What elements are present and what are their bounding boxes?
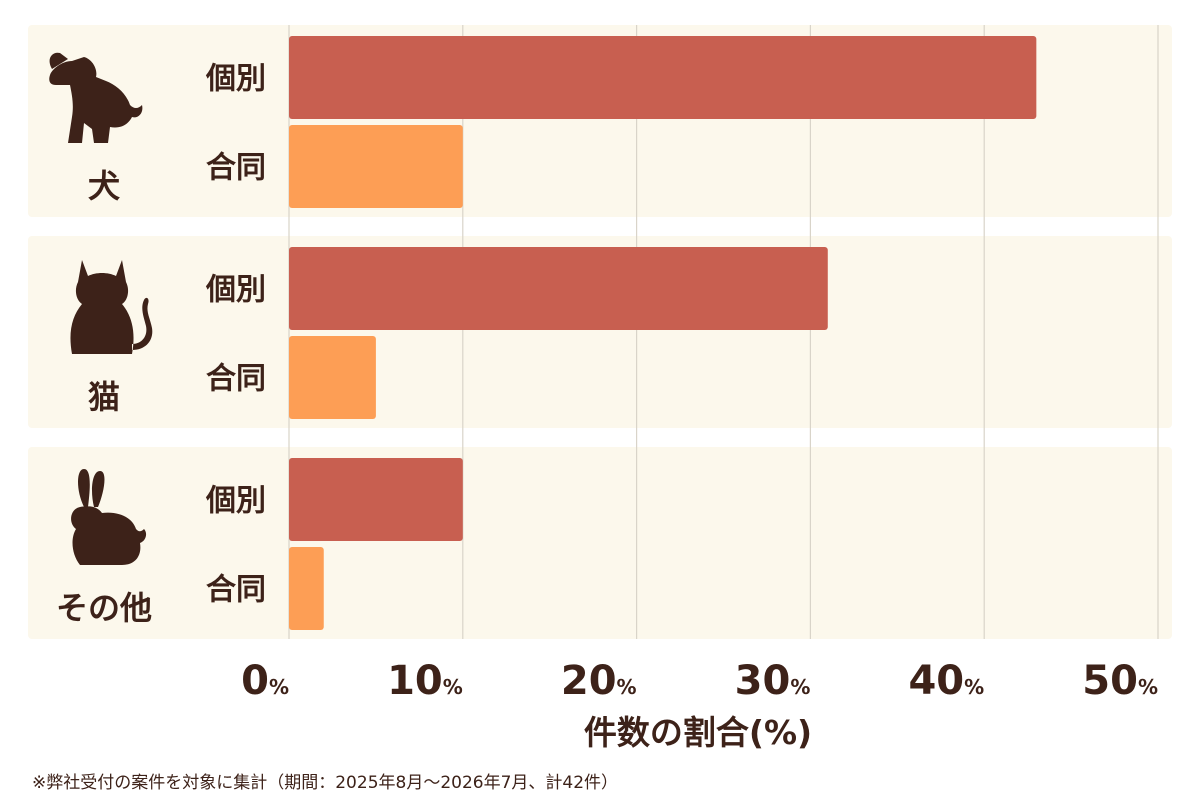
cat-icon xyxy=(70,260,153,354)
category-label: 猫 xyxy=(88,378,120,416)
tick-label: 20% xyxy=(561,658,637,704)
series-label: 個別 xyxy=(205,273,266,308)
rabbit-icon xyxy=(71,469,147,565)
category-panel xyxy=(28,447,1172,639)
tick-label: 50% xyxy=(1082,658,1158,704)
dog-icon xyxy=(49,52,143,143)
tick-label: 10% xyxy=(387,658,463,704)
series-label: 合同 xyxy=(206,573,266,608)
bar xyxy=(289,247,828,330)
bar xyxy=(289,458,463,541)
series-label: 合同 xyxy=(206,362,266,397)
tick-label: 30% xyxy=(735,658,811,704)
tick-label: 0% xyxy=(241,658,289,704)
series-label: 個別 xyxy=(205,62,266,97)
bar xyxy=(289,547,324,630)
footnote: ※弊社受付の案件を対象に集計（期間：2025年8月～2026年7月、計42件） xyxy=(32,773,619,793)
series-label: 合同 xyxy=(206,151,266,186)
x-axis-label: 件数の割合(%) xyxy=(584,713,812,752)
category-label: その他 xyxy=(56,589,152,627)
category-label: 犬 xyxy=(88,167,120,205)
series-label: 個別 xyxy=(205,484,266,519)
bar xyxy=(289,336,376,419)
bar xyxy=(289,125,463,208)
tick-label: 40% xyxy=(908,658,984,704)
bar xyxy=(289,36,1037,119)
